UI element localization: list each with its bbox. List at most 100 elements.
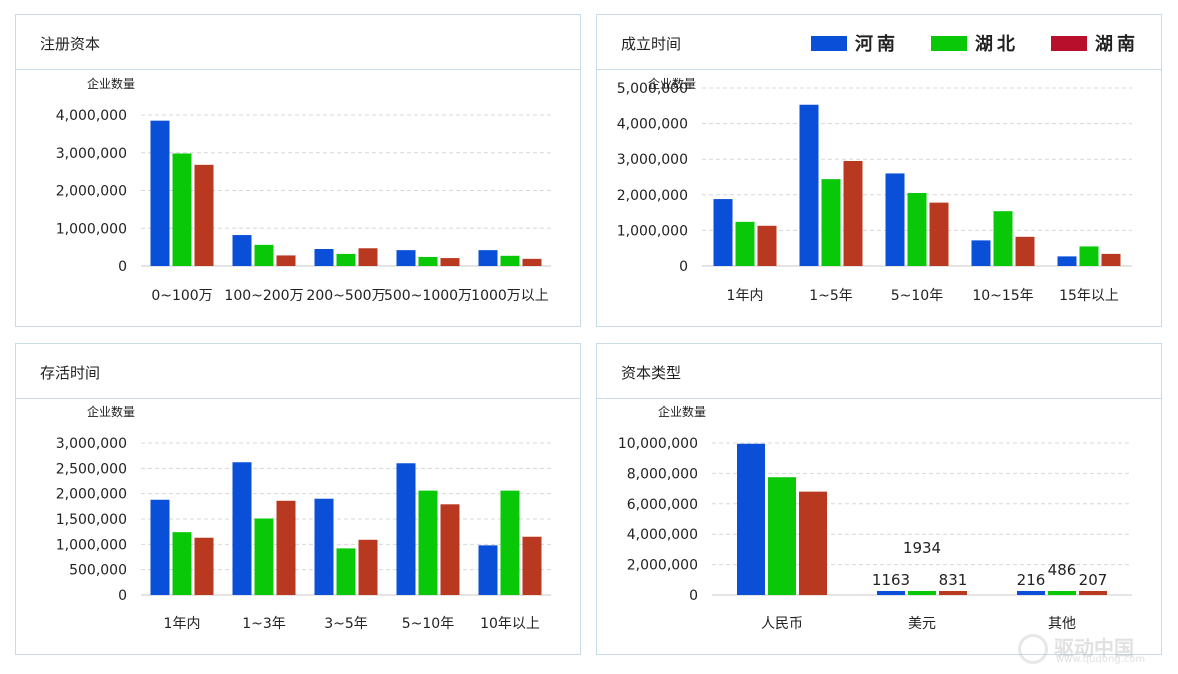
chart-area: 企业数量 0 500,000 1,000,000 1,500,000 2,000,000 2… xyxy=(16,399,580,654)
legend-label: 湖北 xyxy=(975,34,1019,55)
watermark-icon xyxy=(1018,634,1048,664)
bar[interactable] xyxy=(358,539,378,595)
legend-label: 湖南 xyxy=(1095,34,1139,55)
y-tick-label: 500,000 xyxy=(69,563,127,579)
bar-chart-survival-time: 企业数量 0 500,000 1,000,000 1,500,000 2,000,000 2… xyxy=(56,404,551,632)
y-axis-title: 企业数量 xyxy=(658,404,706,419)
bar[interactable] xyxy=(939,591,967,595)
bar[interactable] xyxy=(336,253,356,266)
y-tick-label: 4,000,000 xyxy=(627,527,698,543)
bar[interactable] xyxy=(336,548,356,595)
bar[interactable] xyxy=(799,104,819,266)
y-tick-label: 2,000,000 xyxy=(627,558,698,574)
y-tick-label: 2,000,000 xyxy=(617,188,688,204)
panel-header: 资本类型 xyxy=(597,344,1161,399)
x-tick-label: 其他 xyxy=(1048,616,1076,632)
bar[interactable] xyxy=(737,443,765,595)
bar[interactable] xyxy=(418,256,438,266)
y-tick-label: 2,000,000 xyxy=(56,487,127,503)
x-tick-label: 1~3年 xyxy=(242,616,286,632)
panel-title: 注册资本 xyxy=(40,35,101,53)
bar[interactable] xyxy=(172,153,192,266)
bar[interactable] xyxy=(843,160,863,266)
bar[interactable] xyxy=(150,120,170,266)
x-tick-label: 500~1000万 xyxy=(384,288,472,304)
chart-panel-capital-type: 资本类型 企业数量 0 2,000,000 4,000,000 6,000,000 8,0… xyxy=(596,343,1162,655)
bar[interactable] xyxy=(232,462,252,595)
bar[interactable] xyxy=(396,250,416,266)
legend-item-hubei[interactable]: 湖北 xyxy=(931,31,1019,55)
bar[interactable] xyxy=(522,258,542,266)
bar[interactable] xyxy=(194,537,214,595)
x-tick-label: 美元 xyxy=(908,616,936,632)
legend-item-henan[interactable]: 河南 xyxy=(811,31,899,55)
x-tick-label: 5~10年 xyxy=(891,288,943,304)
bar[interactable] xyxy=(929,202,949,266)
bar[interactable] xyxy=(440,504,460,595)
y-tick-label: 2,500,000 xyxy=(56,461,127,477)
bar[interactable] xyxy=(735,221,755,266)
bar[interactable] xyxy=(877,591,905,595)
bar[interactable] xyxy=(254,518,274,595)
bar[interactable] xyxy=(172,532,192,595)
data-label: 1934 xyxy=(903,539,941,557)
bar-chart-registered-capital: 企业数量 0 1,000,000 2,000,000 3,000,000 4,000,00… xyxy=(56,76,551,304)
legend-label: 河南 xyxy=(855,34,899,55)
panel-title: 资本类型 xyxy=(621,364,682,382)
data-label: 207 xyxy=(1079,571,1108,589)
bar[interactable] xyxy=(1048,591,1076,595)
bar[interactable] xyxy=(440,258,460,266)
bar[interactable] xyxy=(768,477,796,595)
y-tick-label: 4,000,000 xyxy=(617,117,688,133)
bar[interactable] xyxy=(396,463,416,595)
bar[interactable] xyxy=(1079,591,1107,595)
bar[interactable] xyxy=(522,536,542,595)
bar[interactable] xyxy=(1101,253,1121,266)
y-tick-label: 3,000,000 xyxy=(56,436,127,452)
bar[interactable] xyxy=(478,250,498,266)
bar[interactable] xyxy=(1079,246,1099,266)
y-tick-label: 6,000,000 xyxy=(627,497,698,513)
bar[interactable] xyxy=(150,499,170,595)
bar[interactable] xyxy=(1057,256,1077,266)
bar[interactable] xyxy=(1017,591,1045,595)
bar[interactable] xyxy=(254,244,274,266)
data-label: 486 xyxy=(1048,561,1077,579)
bar[interactable] xyxy=(358,248,378,266)
bar[interactable] xyxy=(757,225,777,266)
chart-legend: 河南 湖北 湖南 xyxy=(811,31,1141,55)
legend-item-hunan[interactable]: 湖南 xyxy=(1051,31,1139,55)
bar[interactable] xyxy=(971,240,991,266)
bar[interactable] xyxy=(314,249,334,266)
panel-header: 存活时间 xyxy=(16,344,580,399)
bar[interactable] xyxy=(799,491,827,595)
data-label: 831 xyxy=(939,571,968,589)
bar[interactable] xyxy=(713,199,733,266)
bar[interactable] xyxy=(232,235,252,266)
panel-header: 注册资本 xyxy=(16,15,580,70)
bar[interactable] xyxy=(500,255,520,266)
bar[interactable] xyxy=(276,255,296,266)
bar[interactable] xyxy=(418,490,438,595)
y-tick-label: 0 xyxy=(118,259,127,275)
x-tick-label: 3~5年 xyxy=(324,616,368,632)
bar[interactable] xyxy=(478,545,498,595)
bar[interactable] xyxy=(314,498,334,595)
y-axis-title: 企业数量 xyxy=(648,76,696,91)
bar[interactable] xyxy=(1015,236,1035,266)
bar[interactable] xyxy=(500,490,520,595)
watermark-url: www.qudong.com xyxy=(1056,654,1146,665)
bar[interactable] xyxy=(276,500,296,595)
y-tick-label: 3,000,000 xyxy=(56,146,127,162)
bar[interactable] xyxy=(993,211,1013,266)
panel-title: 成立时间 xyxy=(621,35,682,53)
bar[interactable] xyxy=(194,164,214,266)
y-axis-title: 企业数量 xyxy=(87,76,135,91)
watermark-logo: 驱动中国 www.qudong.com xyxy=(1018,632,1168,666)
bar[interactable] xyxy=(908,591,936,595)
x-tick-label: 0~100万 xyxy=(151,288,212,304)
bar[interactable] xyxy=(885,173,905,266)
bar[interactable] xyxy=(907,193,927,266)
x-tick-label: 200~500万 xyxy=(306,288,385,304)
bar[interactable] xyxy=(821,179,841,266)
